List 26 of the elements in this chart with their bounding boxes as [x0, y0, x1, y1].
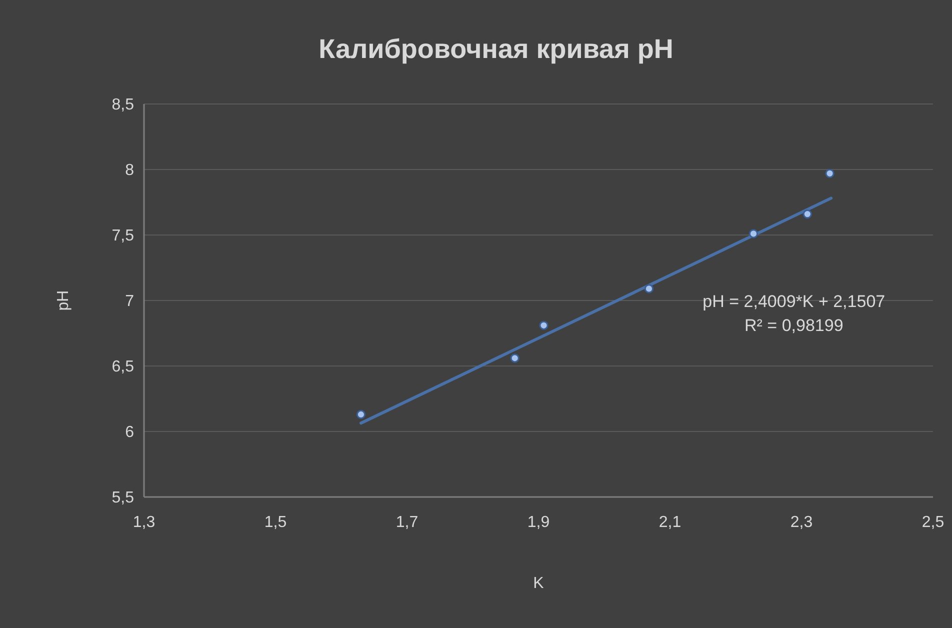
y-tick-label: 7	[125, 293, 134, 310]
x-tick-label: 2,3	[790, 514, 813, 531]
y-tick-label: 8,5	[112, 96, 134, 114]
point	[356, 410, 366, 420]
annotation: pH = 2,4009*K + 2,1507	[702, 292, 886, 312]
x-tick-label: 1,9	[527, 514, 550, 531]
point	[510, 354, 520, 363]
point	[644, 284, 654, 294]
y-tick-label: 8	[125, 162, 134, 180]
y-tick-label: 6,5	[112, 358, 134, 376]
point	[539, 320, 548, 330]
x-tick-label: 2,5	[922, 514, 944, 531]
annotation: R² = 0,98199	[744, 316, 844, 336]
y-tick-label: 5,5	[112, 490, 134, 507]
x-tick-label: 1,5	[264, 514, 287, 531]
x-tick-label: 1,3	[132, 514, 156, 531]
y-axis-title: pH	[55, 290, 72, 311]
y-tick-label: 7,5	[112, 228, 134, 245]
point	[802, 209, 812, 219]
x-axis-title: K	[533, 575, 544, 592]
x-tick-label: 2,1	[658, 514, 682, 531]
chart-title: Калибровочная кривая pH	[318, 34, 674, 64]
point	[748, 229, 758, 238]
x-tick-label: 1,7	[396, 514, 418, 531]
point	[825, 168, 834, 178]
y-tick-label: 6	[125, 424, 134, 442]
